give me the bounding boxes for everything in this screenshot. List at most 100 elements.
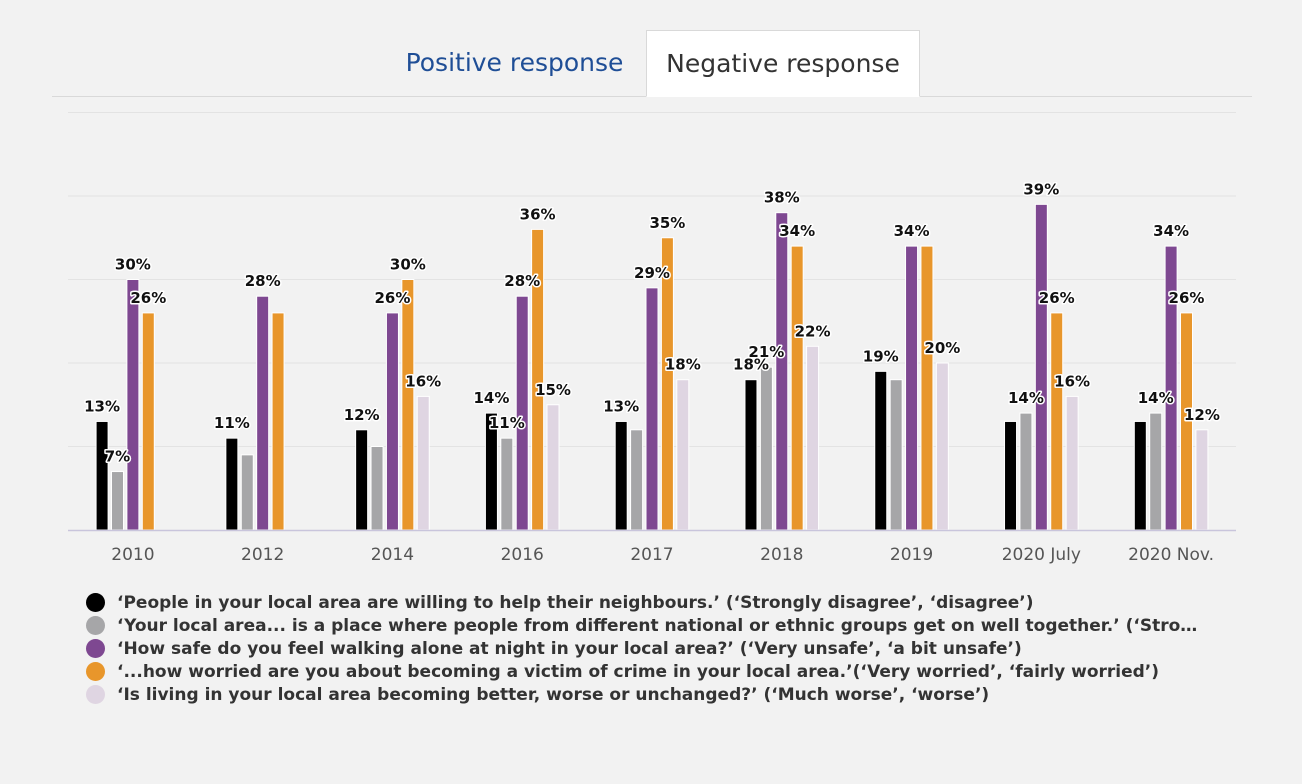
bar bbox=[256, 295, 270, 531]
bar bbox=[110, 471, 124, 531]
data-label: 36% bbox=[520, 205, 556, 223]
x-tick-label: 2012 bbox=[241, 545, 284, 565]
tab-positive-response[interactable]: Positive response bbox=[405, 48, 624, 77]
bar bbox=[141, 312, 155, 531]
x-tick-label: 2016 bbox=[501, 545, 544, 565]
bar bbox=[645, 287, 659, 531]
bar bbox=[790, 245, 804, 531]
data-label: 14% bbox=[1008, 389, 1044, 407]
x-tick-label: 2020 July bbox=[1002, 545, 1081, 565]
data-label: 26% bbox=[130, 289, 166, 307]
data-label: 19% bbox=[863, 347, 899, 365]
bar bbox=[676, 379, 690, 531]
x-tick-label: 2017 bbox=[630, 545, 673, 565]
data-label: 30% bbox=[115, 256, 151, 274]
data-label: 14% bbox=[473, 389, 509, 407]
bar bbox=[370, 446, 384, 531]
legend-label: ‘Is living in your local area becoming b… bbox=[117, 684, 990, 705]
data-label: 28% bbox=[245, 272, 281, 290]
data-label: 14% bbox=[1138, 389, 1174, 407]
bar bbox=[500, 437, 514, 531]
legend-label: ‘How safe do you feel walking alone at n… bbox=[117, 638, 1022, 659]
legend-label: ‘...how worried are you about becoming a… bbox=[117, 661, 1160, 682]
data-label: 34% bbox=[894, 222, 930, 240]
data-label: 13% bbox=[84, 397, 120, 415]
bar bbox=[515, 295, 529, 531]
data-label: 28% bbox=[504, 272, 540, 290]
bar bbox=[775, 212, 789, 531]
bar bbox=[759, 366, 773, 531]
bar bbox=[546, 404, 560, 531]
data-label: 7% bbox=[105, 448, 130, 466]
legend-item[interactable]: ‘Your local area... is a place where peo… bbox=[86, 614, 1226, 637]
data-label: 18% bbox=[665, 356, 701, 374]
data-label: 12% bbox=[1184, 406, 1220, 424]
bar bbox=[416, 395, 430, 531]
legend-swatch bbox=[86, 593, 105, 612]
bar bbox=[1034, 203, 1048, 531]
data-label: 12% bbox=[344, 406, 380, 424]
bar bbox=[889, 379, 903, 531]
data-label: 15% bbox=[535, 381, 571, 399]
bar bbox=[401, 279, 415, 531]
bar bbox=[1004, 420, 1018, 531]
bar bbox=[1149, 412, 1163, 531]
data-label: 26% bbox=[1039, 289, 1075, 307]
bar bbox=[614, 420, 628, 531]
data-label: 21% bbox=[748, 343, 784, 361]
x-tick-label: 2019 bbox=[890, 545, 933, 565]
data-label: 29% bbox=[634, 264, 670, 282]
data-label: 30% bbox=[390, 256, 426, 274]
legend-item[interactable]: ‘People in your local area are willing t… bbox=[86, 591, 1226, 614]
data-label: 16% bbox=[405, 372, 441, 390]
bar bbox=[744, 379, 758, 531]
bar-chart: 13% 7% 30% 26% 11% 28% 12% 26% 30% 16% 14% 11% 28% 36… bbox=[68, 112, 1236, 565]
bar bbox=[240, 454, 254, 531]
data-label: 39% bbox=[1023, 180, 1059, 198]
data-label: 11% bbox=[214, 414, 250, 432]
bar bbox=[225, 437, 239, 531]
legend-swatch bbox=[86, 616, 105, 635]
legend-label: ‘People in your local area are willing t… bbox=[117, 592, 1034, 613]
bar bbox=[920, 245, 934, 531]
legend-item[interactable]: ‘How safe do you feel walking alone at n… bbox=[86, 637, 1226, 660]
chart-legend: ‘People in your local area are willing t… bbox=[86, 591, 1226, 706]
bar bbox=[905, 245, 919, 531]
legend-item[interactable]: ‘...how worried are you about becoming a… bbox=[86, 660, 1226, 683]
legend-item[interactable]: ‘Is living in your local area becoming b… bbox=[86, 683, 1226, 706]
data-label: 34% bbox=[779, 222, 815, 240]
bar bbox=[355, 429, 369, 531]
bar bbox=[1050, 312, 1064, 531]
bar bbox=[874, 370, 888, 531]
legend-swatch bbox=[86, 662, 105, 681]
data-label: 13% bbox=[603, 397, 639, 415]
x-tick-label: 2014 bbox=[371, 545, 414, 565]
data-label: 16% bbox=[1054, 372, 1090, 390]
x-tick-label: 2020 Nov. bbox=[1128, 545, 1214, 565]
data-label: 26% bbox=[1169, 289, 1205, 307]
bar bbox=[385, 312, 399, 531]
bar bbox=[1195, 429, 1209, 531]
bar bbox=[1065, 395, 1079, 531]
data-label: 34% bbox=[1153, 222, 1189, 240]
data-label: 18% bbox=[733, 356, 769, 374]
legend-swatch bbox=[86, 685, 105, 704]
bar bbox=[271, 312, 285, 531]
legend-label: ‘Your local area... is a place where peo… bbox=[117, 615, 1198, 636]
bar bbox=[1133, 420, 1147, 531]
bar bbox=[806, 345, 820, 531]
x-tick-label: 2018 bbox=[760, 545, 803, 565]
data-label: 22% bbox=[795, 322, 831, 340]
data-label: 26% bbox=[374, 289, 410, 307]
bar bbox=[1019, 412, 1033, 531]
data-label: 38% bbox=[764, 189, 800, 207]
tab-negative-response[interactable]: Negative response bbox=[646, 30, 920, 97]
data-label: 11% bbox=[489, 414, 525, 432]
bar bbox=[126, 279, 140, 531]
data-label: 20% bbox=[924, 339, 960, 357]
data-label: 35% bbox=[649, 214, 685, 232]
legend-swatch bbox=[86, 639, 105, 658]
bar bbox=[630, 429, 644, 531]
bar bbox=[935, 362, 949, 531]
tab-bar: Positive response Negative response bbox=[52, 30, 1252, 97]
